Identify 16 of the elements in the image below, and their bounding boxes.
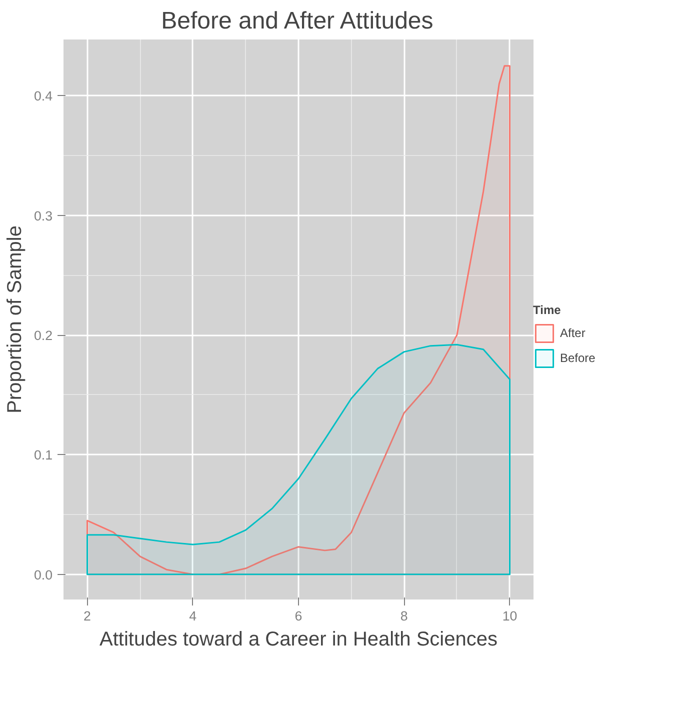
x-tick-label: 6 [294, 608, 302, 624]
chart-title: Before and After Attitudes [161, 8, 434, 34]
y-tick-label: 0.4 [34, 88, 54, 104]
y-tick-label: 0.1 [34, 448, 53, 463]
x-tick-label: 10 [502, 608, 518, 624]
x-axis-title: Attitudes toward a Career in Health Sciences [100, 628, 498, 650]
legend-label: Before [560, 351, 596, 365]
legend-label: After [560, 326, 586, 340]
x-tick-label: 2 [84, 608, 91, 624]
y-tick-label: 0.3 [34, 208, 53, 224]
legend-title: Time [533, 303, 562, 317]
y-tick-label: 0.0 [34, 567, 53, 582]
x-tick-label: 8 [400, 608, 408, 624]
y-axis-title: Proportion of Sample [4, 226, 26, 414]
y-tick-label: 0.2 [34, 328, 53, 344]
x-tick-label: 4 [189, 608, 198, 624]
